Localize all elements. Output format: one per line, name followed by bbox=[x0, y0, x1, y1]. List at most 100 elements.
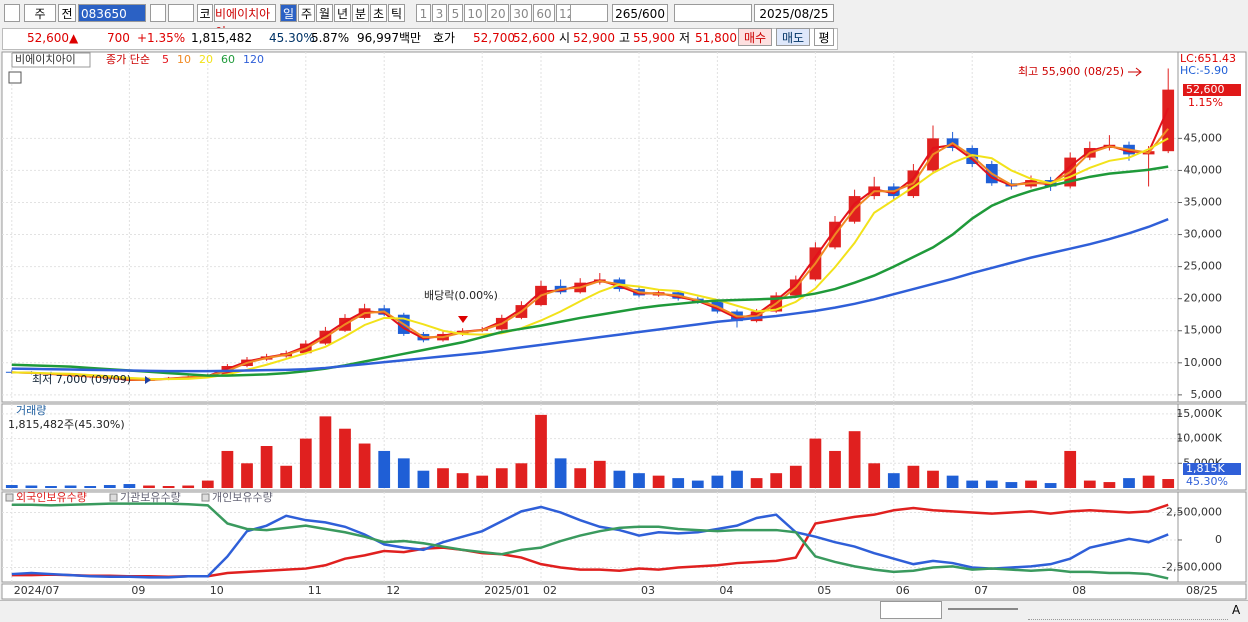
interval-button[interactable]: 30 bbox=[510, 4, 532, 22]
volume-bar bbox=[829, 450, 841, 488]
volume-bar bbox=[907, 465, 920, 488]
volume-bar bbox=[593, 460, 606, 488]
menu-icon[interactable] bbox=[4, 4, 20, 22]
period-button[interactable]: 틱 bbox=[388, 4, 405, 22]
annotation-arrow bbox=[458, 316, 468, 323]
volume-bar bbox=[770, 473, 783, 488]
volume-bar bbox=[887, 473, 900, 488]
holding-line bbox=[11, 502, 1169, 580]
lc-label: LC:651.43 bbox=[1180, 52, 1236, 65]
date-input[interactable]: 2025/08/25 bbox=[754, 4, 834, 22]
interval-button[interactable]: 3 bbox=[432, 4, 447, 22]
volume-bar bbox=[241, 463, 253, 488]
legend-swatch bbox=[109, 493, 118, 502]
y-tick-label: 15,000K bbox=[1176, 407, 1222, 420]
x-tick-label: 03 bbox=[641, 584, 655, 597]
volume-bar bbox=[378, 450, 391, 488]
sound-icon[interactable] bbox=[168, 4, 194, 22]
stock-name: 비에이치아이 bbox=[214, 4, 276, 39]
count-max: /600 bbox=[638, 4, 668, 22]
legend-label: 종가 단순 bbox=[106, 53, 150, 66]
ask: 52,700 bbox=[473, 31, 515, 45]
board-label: 코 bbox=[197, 4, 213, 22]
volume-bar bbox=[691, 480, 704, 488]
panel bbox=[1, 403, 1179, 491]
legend-entry: 개인보유수량 bbox=[212, 491, 273, 504]
interval-button[interactable]: 20 bbox=[487, 4, 509, 22]
period-button[interactable]: 월 bbox=[316, 4, 333, 22]
volume-bar bbox=[515, 463, 528, 488]
annotation-dividend: 배당락(0.00%) bbox=[424, 289, 498, 302]
volume-bar bbox=[966, 480, 979, 488]
search-icon[interactable] bbox=[150, 4, 166, 22]
volume: 1,815,482 bbox=[191, 31, 253, 45]
annotation-low: 최저 7,000 (09/09) bbox=[32, 373, 131, 386]
scroll-buttons[interactable] bbox=[880, 601, 942, 619]
interval-button[interactable]: 10 bbox=[464, 4, 486, 22]
amount: 96,997백만 bbox=[357, 31, 422, 45]
market-select[interactable]: 주 bbox=[24, 4, 56, 22]
sell-button[interactable]: 매도 bbox=[776, 28, 810, 46]
volume-bar bbox=[64, 485, 77, 488]
candle-body bbox=[1162, 89, 1175, 152]
volume-rate: 45.30% bbox=[269, 31, 315, 45]
volume-bar bbox=[280, 465, 293, 488]
x-tick-label: 10 bbox=[210, 584, 224, 597]
volume-bar bbox=[103, 485, 116, 488]
last-volume: 1,815K bbox=[1186, 462, 1225, 475]
x-tick-label: 2025/01 bbox=[484, 584, 530, 597]
bid: 52,600 bbox=[513, 31, 555, 45]
buy-button[interactable]: 매수 bbox=[738, 28, 772, 46]
volume-bar bbox=[84, 486, 97, 488]
y-tick-label: 40,000 bbox=[1184, 163, 1223, 176]
volume-bar bbox=[437, 468, 449, 488]
low-label: 저 bbox=[679, 31, 691, 45]
interval-button[interactable]: 60 bbox=[533, 4, 555, 22]
volume-bar bbox=[633, 473, 645, 488]
y-tick-label: 35,000 bbox=[1184, 195, 1223, 208]
period-button[interactable]: 초 bbox=[370, 4, 387, 22]
volume-bar bbox=[868, 463, 881, 488]
panel bbox=[1, 51, 1179, 403]
legend-entry: 기관보유수량 bbox=[120, 491, 181, 504]
tool-icons[interactable] bbox=[1028, 601, 1228, 620]
low: 51,800 bbox=[695, 31, 737, 45]
legend-entry: 외국인보유수량 bbox=[16, 491, 87, 504]
volume-bar bbox=[1005, 482, 1018, 488]
period-button[interactable]: 일 bbox=[280, 4, 297, 22]
volume-bar bbox=[456, 473, 469, 488]
period-button[interactable]: 년 bbox=[334, 4, 351, 22]
change: 700 bbox=[107, 31, 130, 45]
ma-line bbox=[11, 218, 1169, 373]
x-tick-label: 2024/07 bbox=[14, 584, 60, 597]
interval-dropdown[interactable] bbox=[570, 4, 608, 22]
period-button[interactable]: 주 bbox=[298, 4, 315, 22]
volume-bar bbox=[789, 465, 802, 488]
y-tick-label: 10,000K bbox=[1176, 432, 1222, 445]
volume-bar bbox=[476, 475, 489, 488]
interval-button[interactable]: 5 bbox=[448, 4, 463, 22]
period-button[interactable]: 분 bbox=[352, 4, 369, 22]
y-tick-label: 0 bbox=[1215, 533, 1222, 546]
volume-bar bbox=[339, 428, 351, 488]
volume-bar bbox=[574, 468, 587, 488]
volume-bar bbox=[319, 416, 332, 488]
ma-line bbox=[11, 137, 1169, 381]
legend-entry: 120 bbox=[243, 53, 264, 66]
avg-button[interactable]: 평 bbox=[814, 28, 834, 46]
arrow: ▲ bbox=[69, 31, 79, 45]
y-tick-label: 5,000 bbox=[1191, 388, 1223, 401]
mode-button[interactable]: 전 bbox=[58, 4, 76, 22]
volume-bar bbox=[1123, 478, 1135, 488]
code-input[interactable]: 083650 bbox=[78, 4, 146, 22]
zoom-slider[interactable] bbox=[948, 608, 1018, 610]
font-button[interactable]: A bbox=[1232, 603, 1241, 617]
volume-bar bbox=[946, 475, 959, 488]
x-tick-label: 02 bbox=[543, 584, 557, 597]
y-tick-label: 45,000 bbox=[1184, 131, 1223, 144]
price-box bbox=[1183, 84, 1241, 96]
tool-icons[interactable] bbox=[674, 4, 752, 22]
interval-button[interactable]: 1 bbox=[416, 4, 431, 22]
last-change: 1.15% bbox=[1188, 96, 1223, 109]
last-price: 52,600 bbox=[1186, 83, 1225, 96]
